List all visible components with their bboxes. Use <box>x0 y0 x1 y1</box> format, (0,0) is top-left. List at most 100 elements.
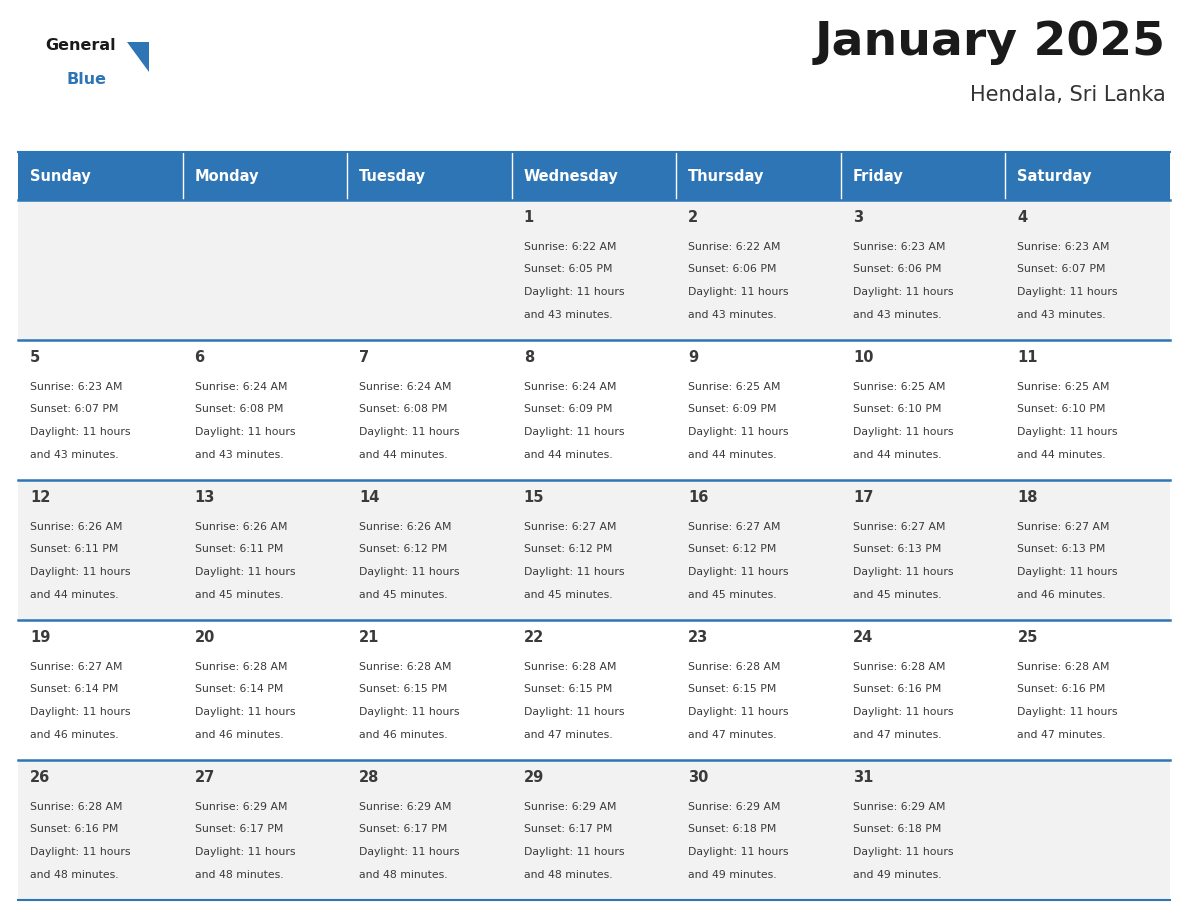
Bar <box>18 340 183 480</box>
Text: 17: 17 <box>853 490 873 505</box>
Text: Sunset: 6:12 PM: Sunset: 6:12 PM <box>688 544 777 554</box>
Text: and 47 minutes.: and 47 minutes. <box>524 730 612 740</box>
Text: 9: 9 <box>688 350 699 365</box>
Text: 31: 31 <box>853 770 873 785</box>
Bar <box>512 620 676 760</box>
Text: Daylight: 11 hours: Daylight: 11 hours <box>30 427 131 437</box>
Text: Daylight: 11 hours: Daylight: 11 hours <box>524 427 624 437</box>
Text: Sunrise: 6:28 AM: Sunrise: 6:28 AM <box>195 662 287 672</box>
Text: Sunrise: 6:28 AM: Sunrise: 6:28 AM <box>30 802 122 812</box>
Text: Sunset: 6:10 PM: Sunset: 6:10 PM <box>853 405 941 415</box>
Text: Daylight: 11 hours: Daylight: 11 hours <box>853 427 953 437</box>
Text: Sunset: 6:10 PM: Sunset: 6:10 PM <box>1017 405 1106 415</box>
Text: and 44 minutes.: and 44 minutes. <box>853 450 941 460</box>
Bar <box>676 480 841 620</box>
Text: Sunset: 6:14 PM: Sunset: 6:14 PM <box>30 685 119 695</box>
Text: and 44 minutes.: and 44 minutes. <box>30 589 119 599</box>
Text: Sunset: 6:05 PM: Sunset: 6:05 PM <box>524 264 612 274</box>
Text: Tuesday: Tuesday <box>359 169 426 184</box>
Text: 2: 2 <box>688 210 699 225</box>
Text: Daylight: 11 hours: Daylight: 11 hours <box>524 847 624 857</box>
Bar <box>347 620 512 760</box>
Text: Daylight: 11 hours: Daylight: 11 hours <box>30 847 131 857</box>
Text: and 47 minutes.: and 47 minutes. <box>688 730 777 740</box>
Text: and 44 minutes.: and 44 minutes. <box>359 450 448 460</box>
Text: Sunset: 6:07 PM: Sunset: 6:07 PM <box>1017 264 1106 274</box>
Text: Sunset: 6:17 PM: Sunset: 6:17 PM <box>359 824 448 834</box>
Text: Daylight: 11 hours: Daylight: 11 hours <box>195 707 295 717</box>
Bar <box>183 760 347 900</box>
Text: and 43 minutes.: and 43 minutes. <box>1017 309 1106 319</box>
Text: and 43 minutes.: and 43 minutes. <box>30 450 119 460</box>
Text: Daylight: 11 hours: Daylight: 11 hours <box>30 707 131 717</box>
Text: Sunset: 6:15 PM: Sunset: 6:15 PM <box>359 685 448 695</box>
Text: and 45 minutes.: and 45 minutes. <box>195 589 283 599</box>
Text: 18: 18 <box>1017 490 1038 505</box>
Text: Blue: Blue <box>67 72 107 87</box>
Text: Thursday: Thursday <box>688 169 765 184</box>
Text: Sunset: 6:17 PM: Sunset: 6:17 PM <box>195 824 283 834</box>
Bar <box>676 152 841 200</box>
Bar <box>1005 480 1170 620</box>
Text: Daylight: 11 hours: Daylight: 11 hours <box>688 567 789 577</box>
Text: 11: 11 <box>1017 350 1038 365</box>
Text: and 43 minutes.: and 43 minutes. <box>853 309 941 319</box>
Text: Sunset: 6:09 PM: Sunset: 6:09 PM <box>688 405 777 415</box>
Text: Sunset: 6:09 PM: Sunset: 6:09 PM <box>524 405 612 415</box>
Text: Daylight: 11 hours: Daylight: 11 hours <box>688 707 789 717</box>
Text: and 44 minutes.: and 44 minutes. <box>524 450 612 460</box>
Bar <box>512 480 676 620</box>
Text: Daylight: 11 hours: Daylight: 11 hours <box>1017 707 1118 717</box>
Text: Sunset: 6:11 PM: Sunset: 6:11 PM <box>195 544 283 554</box>
Text: Sunrise: 6:28 AM: Sunrise: 6:28 AM <box>688 662 781 672</box>
Text: and 46 minutes.: and 46 minutes. <box>30 730 119 740</box>
Text: Daylight: 11 hours: Daylight: 11 hours <box>524 567 624 577</box>
Bar <box>512 340 676 480</box>
Text: Sunrise: 6:27 AM: Sunrise: 6:27 AM <box>524 522 617 532</box>
Bar <box>183 620 347 760</box>
Text: Sunrise: 6:27 AM: Sunrise: 6:27 AM <box>1017 522 1110 532</box>
Bar <box>18 620 183 760</box>
Bar <box>841 760 1005 900</box>
Bar <box>347 480 512 620</box>
Text: and 44 minutes.: and 44 minutes. <box>1017 450 1106 460</box>
Bar <box>18 200 183 340</box>
Text: 27: 27 <box>195 770 215 785</box>
Polygon shape <box>127 42 148 72</box>
Text: Daylight: 11 hours: Daylight: 11 hours <box>1017 427 1118 437</box>
Text: Sunset: 6:06 PM: Sunset: 6:06 PM <box>688 264 777 274</box>
Text: Sunrise: 6:26 AM: Sunrise: 6:26 AM <box>30 522 122 532</box>
Text: and 47 minutes.: and 47 minutes. <box>853 730 941 740</box>
Text: General: General <box>45 38 115 53</box>
Text: and 48 minutes.: and 48 minutes. <box>359 869 448 879</box>
Bar <box>183 200 347 340</box>
Bar <box>512 200 676 340</box>
Text: 24: 24 <box>853 630 873 645</box>
Text: Sunrise: 6:29 AM: Sunrise: 6:29 AM <box>359 802 451 812</box>
Bar <box>347 200 512 340</box>
Text: Daylight: 11 hours: Daylight: 11 hours <box>524 707 624 717</box>
Text: Sunset: 6:16 PM: Sunset: 6:16 PM <box>853 685 941 695</box>
Text: Daylight: 11 hours: Daylight: 11 hours <box>359 847 460 857</box>
Text: 5: 5 <box>30 350 40 365</box>
Text: 1: 1 <box>524 210 533 225</box>
Bar <box>183 152 347 200</box>
Text: Sunset: 6:15 PM: Sunset: 6:15 PM <box>688 685 777 695</box>
Bar <box>18 480 183 620</box>
Text: and 48 minutes.: and 48 minutes. <box>195 869 283 879</box>
Text: Sunrise: 6:28 AM: Sunrise: 6:28 AM <box>524 662 617 672</box>
Text: Sunset: 6:13 PM: Sunset: 6:13 PM <box>853 544 941 554</box>
Text: Sunset: 6:06 PM: Sunset: 6:06 PM <box>853 264 941 274</box>
Text: Sunday: Sunday <box>30 169 90 184</box>
Text: 7: 7 <box>359 350 369 365</box>
Text: Sunset: 6:11 PM: Sunset: 6:11 PM <box>30 544 119 554</box>
Text: 20: 20 <box>195 630 215 645</box>
Bar <box>841 152 1005 200</box>
Text: 19: 19 <box>30 630 50 645</box>
Text: 15: 15 <box>524 490 544 505</box>
Bar <box>18 152 183 200</box>
Bar <box>676 620 841 760</box>
Text: Sunrise: 6:28 AM: Sunrise: 6:28 AM <box>853 662 946 672</box>
Text: 25: 25 <box>1017 630 1038 645</box>
Bar <box>1005 152 1170 200</box>
